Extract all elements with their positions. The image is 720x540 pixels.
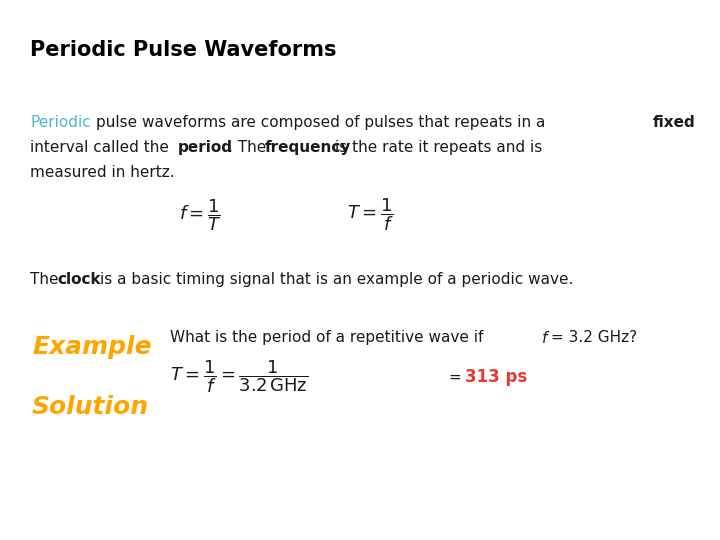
Text: interval called the: interval called the [30,140,174,155]
Text: 313 ps: 313 ps [465,368,527,386]
Text: measured in hertz.: measured in hertz. [30,165,175,180]
Text: $T = \dfrac{1}{f}$: $T = \dfrac{1}{f}$ [346,197,393,233]
Text: Solution: Solution [32,395,149,419]
Text: is a basic timing signal that is an example of a periodic wave.: is a basic timing signal that is an exam… [100,272,573,287]
Text: pulse waveforms are composed of pulses that repeats in a: pulse waveforms are composed of pulses t… [96,115,545,130]
Text: $f$: $f$ [541,330,550,346]
Text: clock: clock [57,272,101,287]
Text: What is the period of a repetitive wave if: What is the period of a repetitive wave … [170,330,488,345]
Text: $f = \dfrac{1}{T}$: $f = \dfrac{1}{T}$ [179,197,221,233]
Text: $T = \dfrac{1}{f} = \dfrac{1}{3.2\,\mathrm{GHz}}$: $T = \dfrac{1}{f} = \dfrac{1}{3.2\,\math… [170,359,308,395]
Text: frequency: frequency [265,140,351,155]
Text: fixed: fixed [653,115,696,130]
Text: = 3.2 GHz?: = 3.2 GHz? [551,330,637,345]
Text: . The: . The [228,140,271,155]
Text: The: The [30,272,63,287]
Text: =: = [448,369,461,384]
Text: period: period [178,140,233,155]
Text: Example: Example [32,335,152,359]
Text: Periodic: Periodic [30,115,91,130]
Text: Periodic Pulse Waveforms: Periodic Pulse Waveforms [30,40,336,60]
Text: is the rate it repeats and is: is the rate it repeats and is [335,140,542,155]
